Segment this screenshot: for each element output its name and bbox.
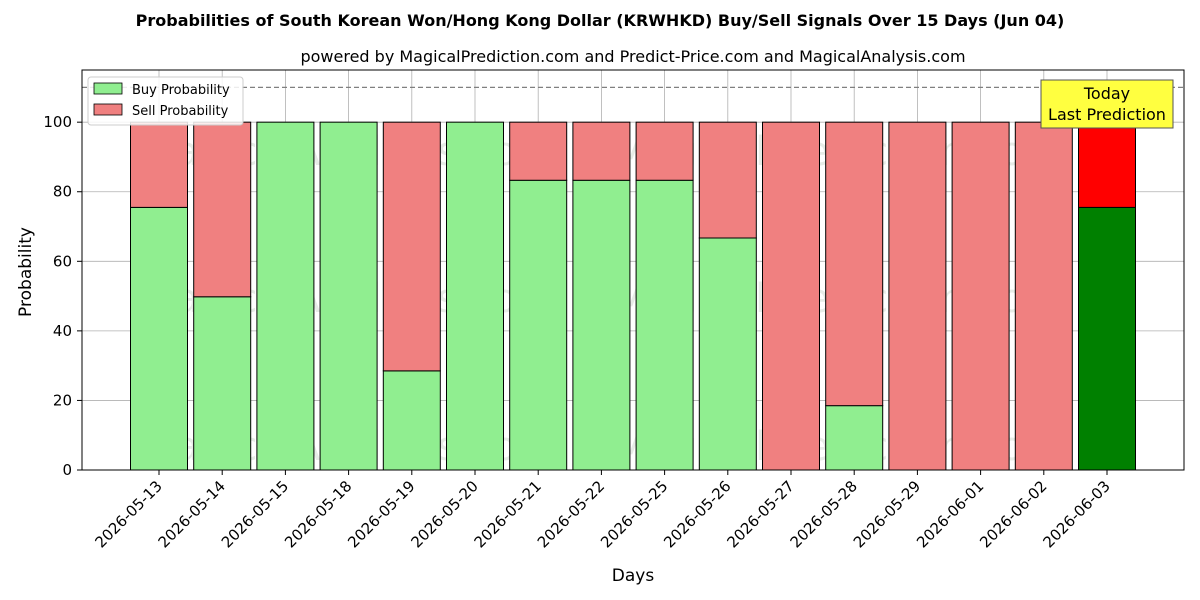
bar-buy-2026-05-19	[382, 370, 441, 471]
legend-swatch-sell	[93, 103, 123, 116]
x-tick-label: 2026-05-25	[597, 477, 671, 551]
bar-buy-2026-06-03	[1078, 206, 1136, 471]
legend-label-sell: Sell Probability	[132, 104, 229, 119]
bar-sell-2026-05-27	[762, 121, 820, 471]
y-axis-ticks: 0 20 40 60 80 100	[43, 113, 82, 479]
bar-buy-2026-05-20	[446, 121, 504, 471]
x-tick-label: 2026-05-21	[471, 477, 545, 551]
y-tick-label: 20	[53, 391, 72, 409]
bar-buy-2026-05-28	[825, 405, 884, 471]
bar-sell-2026-05-19	[382, 121, 441, 372]
bar-buy-2026-05-21	[509, 179, 568, 471]
bar-sell-2026-05-26	[698, 121, 757, 239]
x-tick-label: 2026-05-15	[218, 477, 292, 551]
bar-sell-2026-05-13	[130, 121, 188, 208]
x-tick-label: 2026-06-01	[913, 477, 987, 551]
bar-buy-2026-05-18	[319, 121, 378, 471]
x-tick-label: 2026-05-29	[850, 477, 924, 551]
plot-frame	[81, 69, 1185, 471]
annotation-box	[1040, 79, 1174, 129]
bar-sell-2026-05-28	[825, 121, 884, 407]
bar-sell-2026-06-01	[951, 121, 1010, 471]
x-tick-label: 2026-05-28	[787, 477, 861, 551]
y-axis-label: Probability	[16, 227, 36, 317]
bar-buy-2026-05-25	[635, 179, 694, 471]
legend-label-buy: Buy Probability	[132, 83, 230, 98]
y-tick-label: 40	[53, 322, 72, 340]
bar-sell-2026-05-29	[888, 121, 947, 471]
x-axis-ticks: 2026-05-132026-05-142026-05-152026-05-18…	[91, 470, 1114, 551]
legend-swatch-buy	[93, 82, 123, 95]
bar-sell-2026-06-03	[1078, 121, 1136, 208]
y-tick-label: 80	[53, 183, 72, 201]
annotation-line1: Today	[1083, 84, 1130, 103]
legend-box	[87, 76, 244, 126]
x-tick-label: 2026-05-22	[534, 477, 608, 551]
bar-buy-2026-05-14	[193, 296, 252, 471]
bar-buy-2026-05-15	[256, 121, 315, 471]
y-tick-label: 100	[43, 113, 72, 131]
x-tick-label: 2026-06-02	[976, 477, 1050, 551]
x-tick-label: 2026-05-14	[155, 477, 229, 551]
y-tick-label: 0	[62, 461, 72, 479]
x-tick-label: 2026-05-13	[91, 477, 165, 551]
today-annotation: Today Last Prediction	[1040, 79, 1174, 129]
bar-buy-2026-05-22	[572, 179, 631, 471]
bar-sell-2026-05-14	[193, 121, 252, 298]
x-axis-label: Days	[612, 566, 655, 586]
chart-title: Probabilities of South Korean Won/Hong K…	[136, 11, 1065, 30]
x-tick-label: 2026-05-18	[281, 477, 355, 551]
x-tick-label: 2026-05-19	[344, 477, 418, 551]
bar-sell-2026-06-02	[1014, 121, 1073, 471]
x-tick-label: 2026-06-03	[1039, 477, 1113, 551]
x-tick-label: 2026-05-20	[407, 477, 481, 551]
bar-sell-2026-05-22	[572, 121, 631, 181]
bar-buy-2026-05-26	[698, 237, 757, 471]
bar-sell-2026-05-21	[509, 121, 568, 181]
x-tick-label: 2026-05-26	[660, 477, 734, 551]
bars	[130, 121, 1136, 471]
legend: Buy Probability Sell Probability	[87, 76, 244, 126]
bar-buy-2026-05-13	[130, 206, 188, 471]
chart-subtitle: powered by MagicalPrediction.com and Pre…	[300, 47, 965, 66]
y-tick-label: 60	[53, 252, 72, 270]
x-tick-label: 2026-05-27	[723, 477, 797, 551]
annotation-line2: Last Prediction	[1048, 105, 1166, 124]
bar-sell-2026-05-25	[635, 121, 694, 181]
